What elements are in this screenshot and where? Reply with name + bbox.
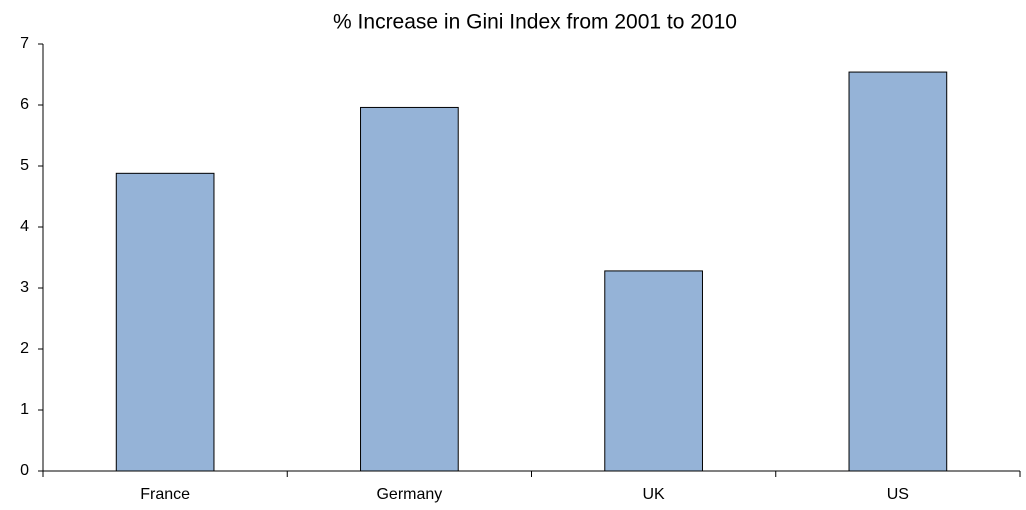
- bar: [848, 71, 948, 472]
- y-tick-label: 6: [20, 96, 29, 113]
- y-tick-label: 5: [20, 157, 29, 174]
- y-tick-label: 1: [20, 401, 29, 418]
- x-tick-label: France: [140, 486, 190, 503]
- y-tick-label: 3: [20, 279, 29, 296]
- y-tick-label: 0: [20, 462, 29, 479]
- y-tick-label: 4: [20, 218, 29, 235]
- x-tick-label: Germany: [376, 486, 442, 503]
- bar: [360, 106, 459, 472]
- x-tick-label: US: [887, 486, 909, 503]
- bar: [115, 172, 215, 472]
- bar: [604, 270, 703, 472]
- y-tick-label: 2: [20, 340, 29, 357]
- chart-title: % Increase in Gini Index from 2001 to 20…: [333, 11, 737, 34]
- y-tick-label: 7: [20, 35, 29, 52]
- x-tick-label: UK: [643, 486, 666, 503]
